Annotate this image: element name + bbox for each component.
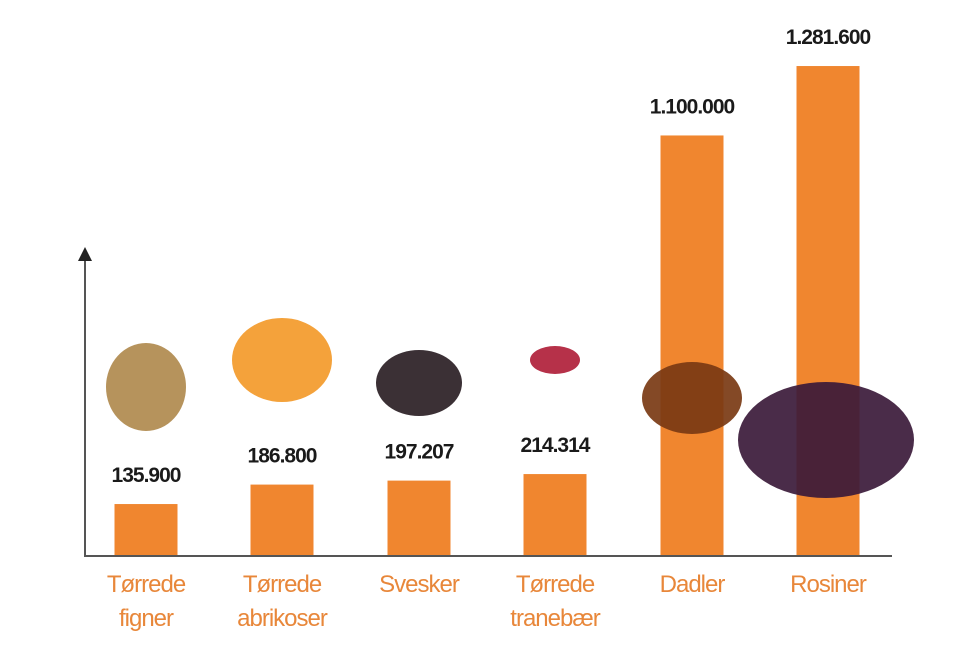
data-label: 186.800	[248, 445, 317, 468]
bar-3	[523, 474, 587, 556]
bar-4	[660, 135, 724, 556]
y-axis-arrow-icon	[78, 247, 92, 261]
data-label: 214.314	[521, 434, 591, 457]
data-label: 197.207	[385, 441, 454, 464]
data-label: 1.281.600	[786, 26, 871, 49]
category-label: Dadler	[660, 571, 726, 598]
raisins-icon	[738, 382, 914, 498]
category-label: abrikoser	[237, 605, 328, 632]
category-label: Tørrede	[243, 571, 322, 598]
category-label: Tørrede	[107, 571, 186, 598]
bar-1	[250, 484, 314, 556]
bar-0	[114, 504, 178, 556]
category-label: figner	[119, 605, 174, 632]
dried-apricot-icon	[232, 318, 332, 402]
category-label: Svesker	[379, 571, 460, 598]
dried-fig-icon	[106, 343, 186, 431]
bar-2	[387, 480, 451, 556]
prune-icon	[376, 350, 462, 416]
data-label: 1.100.000	[650, 95, 735, 118]
category-label: tranebær	[510, 605, 600, 632]
category-label: Rosiner	[790, 571, 867, 598]
data-label: 135.900	[112, 464, 181, 487]
date-icon	[642, 362, 742, 434]
dried-cranberry-icon	[530, 346, 580, 374]
category-label: Tørrede	[516, 571, 595, 598]
